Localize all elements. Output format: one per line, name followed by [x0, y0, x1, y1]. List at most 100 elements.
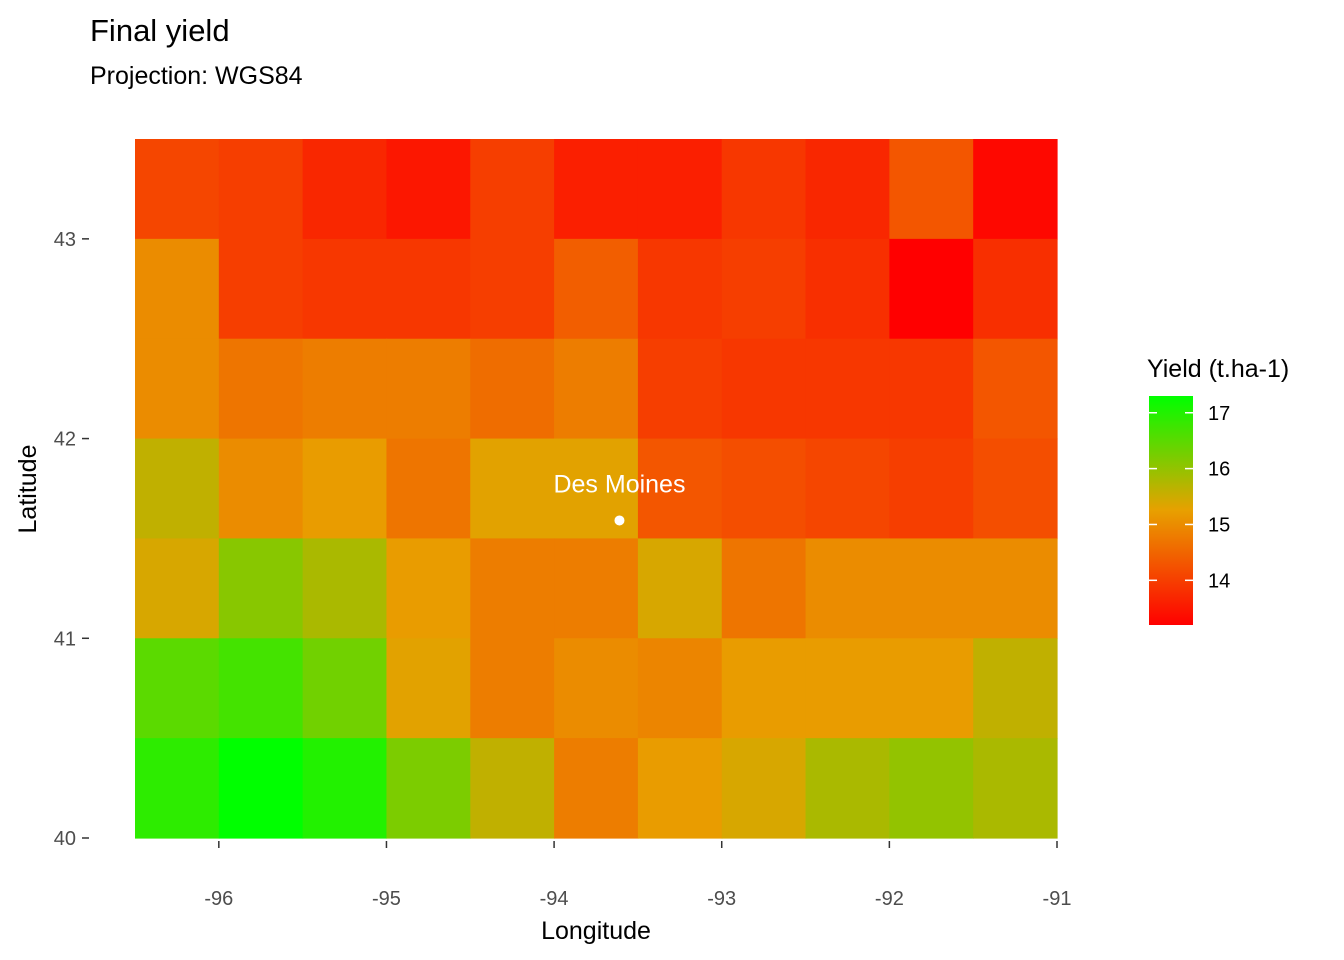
heatmap-cell [135, 438, 220, 540]
heatmap-cell [135, 538, 220, 639]
heatmap-cell [218, 238, 304, 340]
x-tick-label: -95 [372, 888, 401, 910]
x-tick-label: -91 [1043, 888, 1072, 910]
x-tick-label: -94 [540, 888, 569, 910]
heatmap-cell [889, 638, 974, 739]
heatmap-cell [889, 238, 974, 340]
heatmap-cell [805, 438, 890, 540]
heatmap-cell [302, 638, 388, 739]
legend-tick-label: 15 [1208, 514, 1230, 536]
y-tick-label: 40 [54, 828, 76, 850]
heatmap-cell [805, 738, 890, 839]
heatmap-cell [302, 438, 388, 540]
heatmap-cell [302, 338, 388, 440]
x-tick-label: -92 [875, 888, 904, 910]
city-annotations: Des Moines [553, 470, 685, 526]
heatmap-cell [554, 638, 639, 739]
heatmap-cell [805, 139, 890, 240]
heatmap-cell [218, 338, 304, 440]
heatmap-cell [218, 638, 304, 739]
heatmap-cell [386, 638, 471, 739]
heatmap-cell [218, 538, 304, 639]
heatmap-cell [302, 238, 388, 340]
x-axis: -96 -95 -94 -93 -92 -91 [204, 841, 1071, 910]
heatmap-cell [554, 538, 639, 639]
legend-title: Yield (t.ha-1) [1147, 355, 1289, 383]
heatmap-cell [554, 238, 639, 340]
heatmap-cell [386, 438, 471, 540]
heatmap-cell [973, 338, 1058, 440]
x-tick-label: -93 [707, 888, 736, 910]
heatmap-cell [889, 338, 974, 440]
heatmap-cell [135, 738, 220, 839]
legend-tick-label: 16 [1208, 459, 1230, 481]
heatmap-cell [889, 139, 974, 240]
heatmap-cell [973, 139, 1058, 240]
heatmap-cell [470, 139, 555, 240]
heatmap-cell [218, 438, 304, 540]
city-marker [614, 515, 625, 526]
heatmap-cell [135, 139, 220, 240]
heatmap-cell [302, 139, 388, 240]
heatmap-cell [386, 139, 471, 240]
heatmap-cell [554, 738, 639, 839]
heatmap-cell [721, 738, 807, 839]
legend-ticks: 14 15 16 17 [1149, 403, 1230, 592]
y-axis: 40 41 42 43 [54, 229, 89, 850]
legend-tick-label: 14 [1208, 570, 1230, 592]
y-tick-label: 43 [54, 229, 76, 251]
legend-colorbar [1149, 396, 1193, 625]
heatmap-cell [637, 139, 723, 240]
heatmap-cell [721, 438, 807, 540]
heatmap-cell [805, 538, 890, 639]
heatmap-cell [637, 538, 723, 639]
heatmap-cell [135, 638, 220, 739]
heatmap-cell [218, 738, 304, 839]
heatmap-cell [470, 638, 555, 739]
heatmap-cell [805, 238, 890, 340]
heatmap-cell [721, 338, 807, 440]
heatmap-cell [637, 338, 723, 440]
heatmap-cell [721, 238, 807, 340]
heatmap-cell [470, 338, 555, 440]
heatmap-cell [470, 438, 555, 540]
color-legend: Yield (t.ha-1) 14 15 16 17 [1147, 355, 1289, 625]
heatmap-cell [973, 638, 1058, 739]
heatmap-cell [637, 638, 723, 739]
heatmap-cell [135, 238, 220, 340]
heatmap-cell [386, 738, 471, 839]
heatmap-cell [470, 238, 555, 340]
heatmap-cell [973, 438, 1058, 540]
heatmap-cell [805, 338, 890, 440]
heatmap-cell [889, 538, 974, 639]
heatmap-cell [721, 538, 807, 639]
city-label: Des Moines [553, 470, 685, 498]
heatmap-cell [386, 238, 471, 340]
heatmap-cell [889, 438, 974, 540]
chart-subtitle: Projection: WGS84 [90, 62, 303, 90]
heatmap-cell [973, 738, 1058, 839]
heatmap-cell [637, 438, 723, 540]
heatmap-cell [973, 238, 1058, 340]
heatmap-cell [721, 638, 807, 739]
heatmap-cell [470, 738, 555, 839]
x-tick-label: -96 [204, 888, 233, 910]
y-axis-title: Latitude [14, 445, 42, 534]
heatmap-cell [218, 139, 304, 240]
legend-tick-label: 17 [1208, 403, 1230, 425]
heatmap-cell [637, 738, 723, 839]
heatmap-cell [637, 238, 723, 340]
heatmap-cell [386, 538, 471, 639]
heatmap-cell [554, 338, 639, 440]
heatmap-cell [386, 338, 471, 440]
x-axis-title: Longitude [541, 917, 651, 945]
heatmap-cell [721, 139, 807, 240]
chart-title: Final yield [90, 13, 230, 48]
heatmap-cell [470, 538, 555, 639]
heatmap-cell [302, 738, 388, 839]
heatmap-cells [135, 139, 1058, 839]
y-tick-label: 42 [54, 429, 76, 451]
heatmap-cell [889, 738, 974, 839]
heatmap-cell [554, 139, 639, 240]
